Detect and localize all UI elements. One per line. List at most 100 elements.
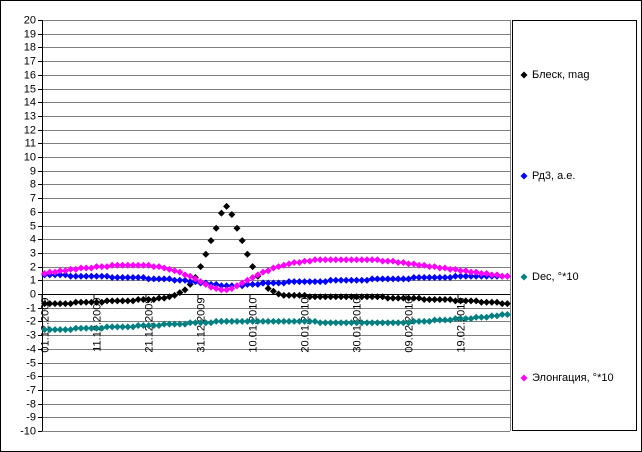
- marker: [347, 293, 355, 301]
- marker: [363, 256, 371, 264]
- marker: [358, 276, 366, 284]
- marker: [290, 278, 298, 286]
- y-tick-label: 13: [24, 110, 36, 122]
- marker: [332, 256, 340, 264]
- marker: [87, 264, 95, 272]
- marker: [56, 300, 64, 308]
- marker: [431, 295, 439, 303]
- marker: [87, 324, 95, 332]
- marker: [399, 258, 407, 266]
- marker: [321, 319, 329, 327]
- marker: [425, 274, 433, 282]
- marker: [275, 263, 283, 271]
- y-tick-label: -7: [26, 384, 36, 396]
- marker: [67, 326, 75, 334]
- marker: [108, 274, 116, 282]
- marker: [405, 319, 413, 327]
- marker: [363, 293, 371, 301]
- marker: [259, 317, 267, 325]
- y-tick-label: 10: [24, 151, 36, 163]
- marker: [165, 320, 173, 328]
- marker: [441, 295, 449, 303]
- marker: [368, 275, 376, 283]
- marker: [342, 293, 350, 301]
- marker: [290, 317, 298, 325]
- marker: [223, 286, 231, 294]
- marker: [155, 263, 163, 271]
- marker: [285, 317, 293, 325]
- marker: [483, 269, 491, 277]
- marker: [358, 293, 366, 301]
- marker: [347, 319, 355, 327]
- marker: [108, 323, 116, 331]
- marker: [394, 275, 402, 283]
- legend-label: Рд3, а.е.: [532, 170, 575, 182]
- marker: [202, 319, 210, 327]
- marker: [394, 294, 402, 302]
- x-tick-label: 11.12.2009: [92, 298, 104, 352]
- marker: [342, 276, 350, 284]
- y-tick-label: 0: [30, 288, 36, 300]
- marker: [233, 282, 241, 290]
- marker: [373, 275, 381, 283]
- marker: [61, 267, 69, 275]
- marker: [124, 323, 132, 331]
- marker: [446, 265, 454, 273]
- marker: [77, 272, 85, 280]
- marker: [321, 256, 329, 264]
- marker: [394, 258, 402, 266]
- marker: [280, 279, 288, 287]
- marker: [160, 275, 168, 283]
- marker: [139, 322, 147, 330]
- y-tick-label: -4: [26, 343, 36, 355]
- marker: [145, 261, 153, 269]
- marker: [384, 257, 392, 265]
- marker: [202, 250, 210, 258]
- marker: [332, 293, 340, 301]
- x-tick-label: 19.02.2010: [456, 298, 468, 353]
- marker: [160, 294, 168, 302]
- marker: [269, 317, 277, 325]
- marker: [269, 264, 277, 272]
- marker: [358, 256, 366, 264]
- marker: [113, 323, 121, 331]
- marker: [93, 324, 101, 332]
- marker: [368, 293, 376, 301]
- marker: [254, 317, 262, 325]
- legend-label: Блеск, mag: [532, 69, 589, 81]
- marker: [472, 268, 480, 276]
- marker: [46, 268, 54, 276]
- y-tick-label: -6: [26, 370, 36, 382]
- marker: [457, 297, 465, 305]
- marker: [72, 265, 80, 273]
- marker: [217, 209, 225, 217]
- marker: [93, 272, 101, 280]
- marker: [129, 274, 137, 282]
- marker: [145, 295, 153, 303]
- marker: [82, 324, 90, 332]
- marker: [77, 298, 85, 306]
- marker: [129, 261, 137, 269]
- marker: [280, 291, 288, 299]
- y-tick-label: 14: [24, 96, 36, 108]
- marker: [186, 319, 194, 327]
- legend-marker: [520, 172, 528, 180]
- marker: [186, 272, 194, 280]
- marker: [197, 278, 205, 286]
- y-tick-label: 15: [24, 83, 36, 95]
- marker: [405, 294, 413, 302]
- marker: [176, 276, 184, 284]
- marker: [67, 272, 75, 280]
- marker: [488, 271, 496, 279]
- marker: [301, 291, 309, 299]
- marker: [129, 297, 137, 305]
- marker: [171, 267, 179, 275]
- marker: [488, 298, 496, 306]
- marker: [306, 317, 314, 325]
- marker: [150, 322, 158, 330]
- marker: [373, 293, 381, 301]
- marker: [275, 279, 283, 287]
- marker: [462, 297, 470, 305]
